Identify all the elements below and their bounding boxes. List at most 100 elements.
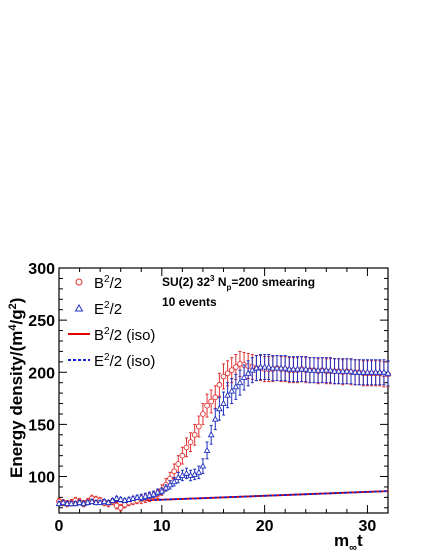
e-squared-point — [364, 368, 371, 375]
b-squared-point — [220, 373, 227, 380]
b-squared-point — [212, 394, 219, 401]
annotation-2-part-0: 10 events — [162, 295, 217, 309]
x-tick-label: 10 — [153, 518, 171, 535]
e-squared-point — [59, 498, 67, 506]
b-squared-point — [232, 364, 239, 370]
b-squared-point — [204, 402, 210, 409]
e-squared-point — [113, 494, 120, 501]
e-squared-point — [203, 446, 211, 453]
e-squared-point — [302, 365, 310, 372]
x-tick-label: 0 — [55, 518, 64, 535]
e-squared-point — [244, 369, 252, 376]
e-squared-point — [273, 364, 281, 371]
annotation-line-2: 10 events — [162, 295, 217, 309]
e-squared-point — [298, 365, 305, 372]
y-tick-label: 250 — [28, 313, 55, 330]
x-axis-title-text: m — [334, 531, 349, 550]
legend-e-iso-sup: 2 — [104, 352, 110, 363]
e-squared-point — [376, 368, 384, 375]
y-tick-label: 200 — [28, 365, 55, 382]
e-squared-point — [277, 364, 285, 371]
e-squared-point — [306, 366, 314, 373]
e-squared-point — [294, 365, 301, 372]
legend-label-b-iso: B2/2 (iso) — [94, 326, 155, 344]
e-squared-point — [236, 378, 244, 386]
e-squared-point — [318, 366, 326, 373]
e-squared-point — [343, 367, 351, 374]
axes: 0 10 20 30 100 150 200 250 300 — [28, 261, 389, 535]
b-squared-point — [187, 439, 194, 445]
annotation-line-1: SU(2) 323 Np=200 smearing — [162, 274, 315, 292]
e-squared-point — [314, 366, 322, 373]
e-squared-point — [240, 373, 248, 380]
legend-b-sup: 2 — [104, 274, 110, 285]
e-squared-point — [368, 368, 375, 375]
legend-entry-b: B2/2 — [75, 274, 123, 292]
b-squared-point — [224, 370, 231, 377]
y-axis-title-end: ) — [7, 298, 26, 304]
e-squared-point — [380, 368, 388, 375]
e-squared-point — [133, 493, 141, 500]
e-squared-series — [55, 354, 392, 507]
b-squared-point — [216, 381, 223, 388]
e-squared-point — [327, 366, 334, 373]
e-squared-point — [170, 477, 178, 485]
x-axis-title: m∞t — [334, 531, 363, 554]
x-axis-title-sub: ∞ — [349, 542, 357, 554]
legend-label-e: E2/2 — [94, 300, 122, 318]
e-squared-point — [265, 363, 273, 370]
e-squared-point — [261, 363, 268, 370]
e-squared-point — [76, 498, 83, 506]
legend-b-iso-name: B — [94, 327, 104, 344]
b-squared-point — [228, 367, 235, 374]
e-squared-point — [166, 481, 174, 488]
e-squared-point — [232, 383, 240, 390]
annotation-1-part-3: p — [226, 283, 231, 292]
e-squared-point — [207, 431, 215, 438]
e-squared-point — [117, 495, 125, 502]
legend-marker-triangle — [74, 304, 84, 312]
e-squared-point — [347, 367, 355, 374]
x-tick-label: 30 — [359, 518, 377, 535]
e-squared-point — [216, 404, 223, 412]
legend-entry-b-iso: B2/2 (iso) — [68, 326, 155, 344]
legend-entry-e: E2/2 — [74, 300, 122, 318]
y-tick-label: 300 — [28, 261, 55, 278]
y-axis-title-text: Energy density/(m — [7, 331, 26, 478]
b-squared-series — [56, 350, 391, 512]
legend: B2/2 E2/2 B2/2 (iso) E2/2 (iso) — [68, 274, 155, 370]
e-squared-point — [224, 391, 231, 398]
b-squared-point — [175, 461, 182, 467]
legend-entry-e-iso: E2/2 (iso) — [68, 352, 155, 370]
y-axis-title-mid: /g — [7, 309, 26, 324]
annotation-1-part-4: =200 smearing — [231, 275, 315, 289]
e-squared-point — [335, 367, 343, 374]
annotation-1-part-2: N — [214, 275, 226, 289]
b-squared-point — [179, 452, 186, 459]
e-squared-point — [228, 387, 236, 394]
legend-e-suffix: /2 — [110, 301, 123, 318]
y-tick-label: 100 — [28, 470, 55, 487]
legend-b-suffix: /2 — [110, 275, 123, 292]
e-squared-point — [183, 469, 190, 476]
annotation-1-part-0: SU(2) 32 — [162, 275, 210, 289]
y-axis-title-sup2: 2 — [7, 303, 19, 309]
e-squared-point — [195, 468, 203, 475]
e-squared-point — [285, 365, 293, 372]
e-squared-point — [257, 363, 264, 370]
e-squared-point — [162, 484, 170, 491]
e-squared-point — [290, 365, 297, 372]
e-squared-point — [63, 499, 71, 507]
legend-e-iso-suffix: /2 (iso) — [110, 353, 156, 370]
e-squared-point — [339, 367, 347, 374]
e-squared-point — [355, 368, 363, 375]
b-squared-point — [200, 411, 206, 417]
legend-label-e-iso: E2/2 (iso) — [94, 352, 155, 370]
b-squared-point — [191, 431, 198, 438]
legend-e-sup: 2 — [104, 300, 110, 311]
e-squared-point — [211, 415, 219, 422]
e-squared-point — [359, 368, 367, 375]
legend-b-iso-sup: 2 — [104, 326, 110, 337]
legend-e-iso-name: E — [94, 353, 104, 370]
